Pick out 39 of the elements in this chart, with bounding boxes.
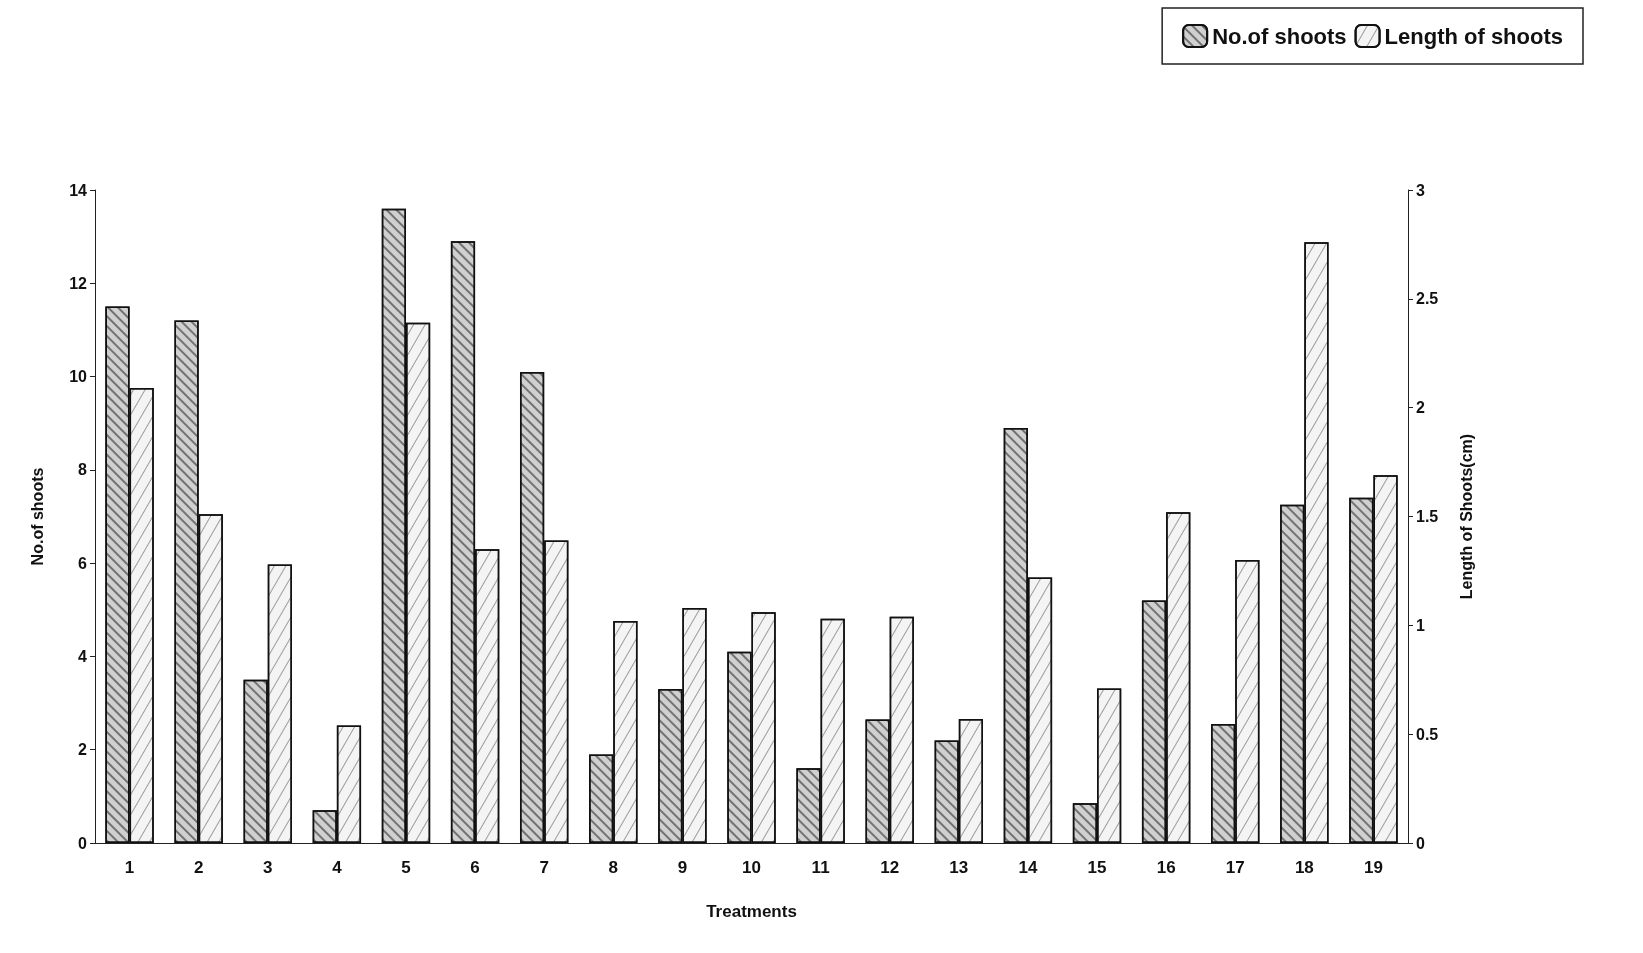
y-tick-label: 8 [78,461,88,479]
x-tick-label: 2 [193,858,204,877]
x-tick-label: 8 [608,858,619,877]
y-tick-label: 0 [78,834,88,852]
x-tick-label: 17 [1225,858,1245,877]
x-tick-label: 19 [1363,858,1383,877]
x-tick-label: 4 [332,858,343,877]
y2-tick-label: 0 [1416,834,1425,852]
x-tick-label: 12 [880,858,900,877]
x-tick-label: 9 [677,858,688,877]
x-axis-title: Treatments [706,902,797,921]
x-tick-label: 6 [470,858,480,877]
y-axis-title: No.of shoots [28,467,46,566]
x-tick-label: 15 [1087,858,1107,877]
y-tick-label: 12 [69,274,88,292]
x-tick-label: 14 [1018,858,1038,877]
y2-tick-label: 1 [1416,616,1425,634]
legend-label: No.of shoots [1212,23,1347,49]
x-tick-label: 3 [263,858,273,877]
x-tick-label: 16 [1156,858,1176,877]
y2-tick-label: 2.5 [1416,290,1439,308]
x-tick-label: 7 [539,858,549,877]
y-tick-label: 14 [69,181,88,199]
x-tick-label: 1 [124,858,135,877]
y2-tick-label: 3 [1416,181,1425,199]
x-tick-label: 10 [742,858,761,877]
y2-tick-label: 1.5 [1416,508,1439,525]
y2-tick-label: 2 [1416,399,1425,417]
legend-label: Length of shoots [1384,23,1563,49]
x-tick-label: 18 [1294,858,1314,877]
y-tick-label: 6 [78,554,88,572]
y2-axis-title: Length of Shoots(cm) [1457,433,1475,600]
y-tick-label: 10 [69,368,88,386]
x-tick-label: 11 [811,858,830,877]
y2-tick-label: 0.5 [1416,725,1439,743]
y-tick-label: 2 [78,741,88,759]
x-tick-label: 5 [401,858,411,877]
x-tick-label: 13 [949,858,969,877]
y-tick-label: 4 [78,647,88,665]
